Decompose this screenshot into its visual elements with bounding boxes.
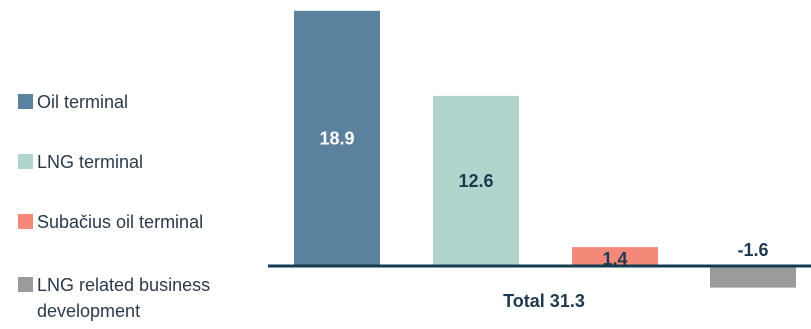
bar-2: [433, 95, 519, 267]
labels-group: 18.9 12.6 1.4 -1.6: [319, 128, 768, 269]
data-label-2: 12.6: [458, 171, 493, 191]
legend-swatch: [18, 214, 33, 229]
legend-label: Subačius oil terminal: [37, 212, 204, 232]
legend-item-lng-business-development: LNG related business development: [18, 272, 210, 324]
legend-item-oil-terminal: Oil terminal: [18, 89, 128, 115]
data-label-4: -1.6: [737, 240, 768, 260]
legend-label: LNG related business development: [37, 275, 211, 321]
bar-1: [294, 10, 380, 266]
legend-swatch: [18, 277, 33, 292]
legend-swatch: [18, 154, 33, 169]
legend-item-lng-terminal: LNG terminal: [18, 149, 143, 175]
legend-item-subacius-oil-terminal: Subačius oil terminal: [18, 209, 203, 235]
bar-3: [572, 247, 658, 266]
data-label-1: 18.9: [319, 128, 354, 148]
data-label-3: 1.4: [602, 249, 627, 269]
total-label: Total 31.3: [503, 291, 585, 311]
legend-swatch: [18, 94, 33, 109]
legend-label: LNG terminal: [37, 152, 144, 172]
legend-label: Oil terminal: [37, 92, 129, 112]
bar-4: [710, 266, 796, 288]
bars-group: [294, 10, 796, 288]
